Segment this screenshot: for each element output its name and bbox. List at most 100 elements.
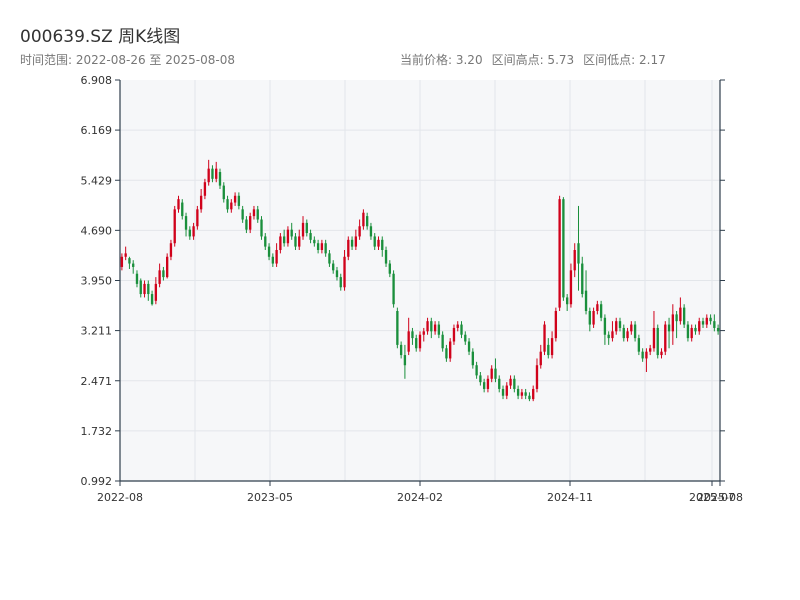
candle-up	[690, 327, 693, 339]
y-tick-label: 3.950	[81, 275, 113, 288]
y-tick-label: 6.169	[81, 124, 113, 137]
candle-up	[154, 283, 158, 301]
candle-down	[218, 172, 222, 186]
candle-down	[256, 209, 259, 220]
y-tick-label: 0.992	[81, 475, 113, 488]
candle-down	[460, 324, 463, 335]
candle-up	[596, 304, 599, 312]
candle-up	[286, 229, 290, 244]
candle-down	[366, 216, 369, 227]
candle-up	[120, 256, 124, 267]
candle-down	[290, 229, 293, 237]
candle-down	[139, 280, 142, 295]
candle-down	[388, 263, 391, 274]
candle-up	[649, 348, 652, 352]
candle-down	[482, 382, 486, 389]
candle-down	[633, 324, 637, 339]
candle-down	[464, 334, 467, 342]
candle-down	[701, 321, 705, 325]
y-tick-label: 6.908	[81, 74, 113, 87]
candle-down	[373, 236, 376, 247]
candle-up	[298, 236, 301, 247]
candle-up	[652, 327, 656, 349]
candle-down	[581, 263, 584, 295]
candle-down	[332, 263, 335, 271]
candle-up	[573, 249, 576, 271]
candle-down	[618, 321, 622, 328]
candle-down	[184, 216, 188, 230]
candle-up	[550, 338, 554, 356]
candle-up	[192, 226, 195, 237]
candle-down	[441, 334, 444, 349]
candle-up	[509, 378, 512, 386]
candle-down	[350, 239, 354, 247]
candle-up	[664, 324, 667, 352]
candle-down	[381, 239, 384, 250]
candle-down	[294, 236, 297, 247]
candle-down	[622, 327, 625, 339]
candle-down	[264, 236, 267, 247]
candle-up	[358, 226, 361, 237]
candle-down	[411, 331, 414, 339]
price-summary: 当前价格: 3.20 区间高点: 5.73 区间低点: 2.17	[400, 51, 666, 68]
candle-down	[562, 199, 565, 298]
candle-up	[490, 368, 493, 379]
candle-down	[599, 304, 603, 318]
candle-down	[309, 233, 312, 240]
candle-up	[532, 388, 535, 400]
candle-down	[267, 246, 271, 257]
candle-up	[362, 212, 365, 227]
candle-down	[607, 334, 610, 339]
candle-up	[207, 168, 210, 183]
candle-down	[498, 378, 501, 389]
candle-down	[577, 243, 580, 264]
y-tick-label: 1.732	[81, 425, 113, 438]
candle-up	[456, 324, 459, 328]
candle-up	[166, 256, 169, 278]
candle-up	[418, 334, 422, 349]
candle-down	[471, 351, 474, 366]
candle-down	[479, 375, 482, 383]
candle-up	[433, 324, 437, 332]
candle-down	[328, 253, 331, 264]
candle-down	[656, 327, 659, 356]
candle-down	[396, 311, 399, 345]
candle-up	[630, 324, 633, 332]
candle-down	[162, 270, 165, 278]
candle-down	[339, 277, 342, 288]
candle-down	[260, 219, 263, 237]
candle-down	[516, 388, 520, 396]
candle-down	[147, 283, 150, 295]
candle-up	[539, 351, 542, 366]
candle-up	[252, 209, 256, 217]
candle-down	[392, 273, 395, 305]
candle-up	[626, 331, 629, 339]
candle-up	[233, 195, 237, 203]
candle-down	[415, 338, 418, 349]
candle-down	[584, 290, 588, 312]
candle-down	[241, 209, 244, 220]
candle-down	[475, 365, 478, 376]
candle-down	[271, 256, 274, 264]
candle-up	[611, 331, 614, 339]
candle-up	[615, 321, 618, 332]
candle-down	[211, 168, 214, 179]
candle-down	[588, 311, 591, 325]
candle-up	[343, 256, 346, 288]
y-tick-label: 3.211	[81, 325, 113, 338]
candle-up	[422, 331, 425, 335]
candle-down	[237, 195, 241, 206]
candle-down	[369, 226, 373, 237]
candle-down	[716, 327, 720, 332]
candle-up	[705, 317, 708, 325]
candle-down	[713, 321, 716, 328]
candle-up	[520, 392, 524, 396]
candle-up	[426, 321, 429, 332]
candle-down	[513, 378, 516, 389]
candle-up	[196, 209, 199, 227]
x-tick-label: 2025-08	[697, 491, 743, 504]
candle-up	[671, 314, 674, 332]
candle-down	[641, 351, 644, 359]
candle-up	[505, 385, 508, 396]
candle-down	[399, 344, 403, 356]
